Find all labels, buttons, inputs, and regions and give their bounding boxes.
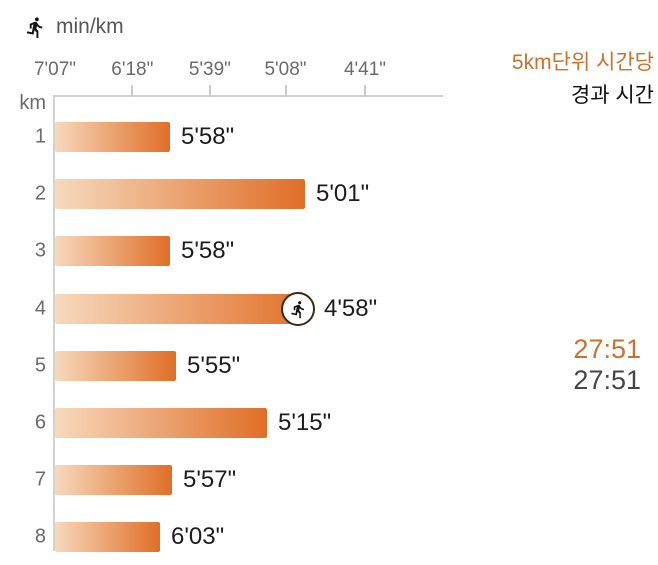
km-label: 8 — [34, 525, 46, 548]
pace-unit-label: min/km — [56, 15, 124, 38]
runner-icon — [26, 16, 43, 38]
x-axis-tick-label: 7'07" — [33, 59, 77, 80]
pace-bar — [55, 294, 313, 324]
km-label: 7 — [34, 468, 46, 491]
chart-row: 7 5'57" — [0, 465, 658, 495]
pace-bar — [55, 465, 172, 495]
runner-icon — [24, 16, 47, 39]
chart-row: 8 6'03" — [0, 522, 658, 552]
x-axis-tick-mark — [131, 85, 134, 97]
chart-row: 2 5'01" — [0, 179, 658, 209]
right-panel-header: 5km단위 시간당 경과 시간 — [512, 46, 654, 112]
pace-value-label: 5'01" — [316, 180, 370, 207]
km-label: 4 — [34, 297, 46, 320]
pace-bar — [55, 179, 305, 209]
pace-bar — [55, 522, 160, 552]
pace-value-label: 6'03" — [171, 523, 225, 550]
pace-value-label: 5'15" — [278, 409, 332, 436]
chart-header: min/km — [24, 15, 124, 39]
elapsed-time-value: 27:51 — [573, 365, 641, 395]
x-axis-tick-label: 5'08" — [264, 59, 307, 80]
split-time-value: 27:51 — [573, 334, 641, 364]
pace-bar — [55, 236, 170, 266]
pace-value-label: 5'58" — [181, 123, 235, 150]
x-axis-tick-mark — [364, 85, 366, 97]
split-times: 27:51 27:51 — [573, 334, 641, 396]
chart-row: 3 5'58" — [0, 236, 658, 266]
pace-bar — [55, 408, 267, 438]
current-position-marker — [281, 292, 315, 326]
x-axis-line — [53, 95, 443, 97]
km-label: 6 — [34, 411, 46, 434]
km-label: 2 — [34, 182, 46, 205]
y-axis-line — [53, 95, 55, 551]
elapsed-time-label: 경과 시간 — [570, 84, 654, 107]
km-label: 3 — [34, 239, 46, 262]
pace-bar — [55, 351, 176, 381]
split-mode-label: 5km단위 시간당 — [511, 51, 654, 74]
x-axis-tick-label: 4'41" — [343, 59, 387, 80]
chart-row: 4 4'58" — [0, 292, 658, 326]
pace-bar — [55, 122, 170, 152]
x-axis-tick-label: 6'18" — [111, 59, 154, 80]
chart-row: 1 5'58" — [0, 122, 658, 152]
x-axis-tick-mark — [284, 85, 287, 97]
pace-value-label: 5'55" — [187, 352, 241, 379]
chart-row: 5 5'55" — [0, 351, 658, 381]
chart-row: 6 5'15" — [0, 408, 658, 438]
y-axis-unit-label: km — [19, 92, 46, 114]
x-axis-tick-mark — [208, 85, 211, 97]
km-label: 1 — [34, 125, 46, 148]
pace-value-label: 5'57" — [183, 466, 237, 493]
runner-icon — [290, 300, 304, 318]
pace-value-label: 4'58" — [324, 295, 378, 322]
pace-value-label: 5'58" — [181, 237, 235, 264]
x-axis-tick-label: 5'39" — [188, 59, 231, 80]
km-label: 5 — [34, 354, 46, 377]
